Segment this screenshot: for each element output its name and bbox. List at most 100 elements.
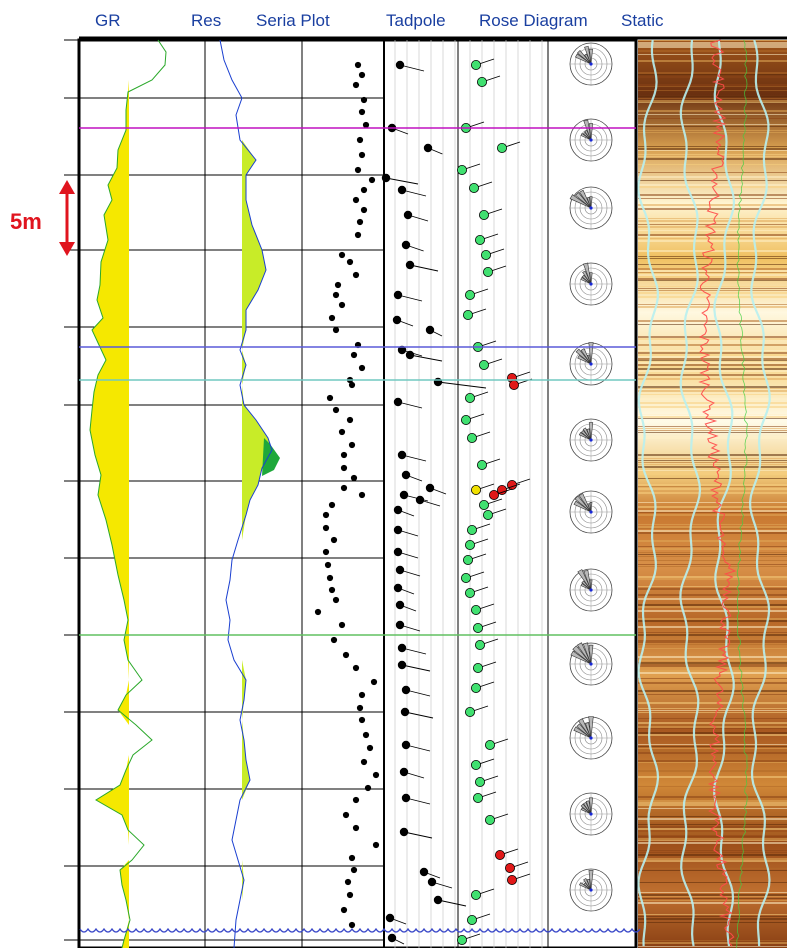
seria-plot-point <box>358 71 366 79</box>
tadpole-head <box>496 142 507 153</box>
tadpole-tail <box>385 177 419 185</box>
tadpole-head <box>466 525 477 536</box>
tadpole-head <box>419 867 429 877</box>
tadpole-head <box>405 350 415 360</box>
tadpole-head <box>397 345 407 355</box>
rose-diagram-track <box>569 42 613 912</box>
seria-plot-point <box>342 811 350 819</box>
rose-petal <box>579 189 592 209</box>
tadpole-tail <box>404 711 434 719</box>
tadpole-head <box>401 470 411 480</box>
tadpole-head <box>401 740 411 750</box>
seria-plot-point <box>340 451 348 459</box>
rose-center <box>589 62 593 66</box>
seria-plot-point <box>346 891 354 899</box>
tadpole-head <box>468 182 479 193</box>
rose-petal <box>578 432 592 441</box>
rose-center <box>589 588 593 592</box>
rose-petal <box>583 877 592 891</box>
seria-plot-point <box>340 906 348 914</box>
rose-diagram <box>569 642 613 686</box>
seria-plot-point <box>346 416 354 424</box>
seria-plot-point <box>340 464 348 472</box>
rose-petal <box>574 495 592 513</box>
rose-diagram <box>569 568 613 612</box>
rose-petal <box>573 500 592 513</box>
tadpole-head <box>464 588 475 599</box>
tadpole-head <box>456 935 467 946</box>
rose-center <box>589 736 593 740</box>
tadpole-head <box>462 309 473 320</box>
tadpole-head <box>470 484 481 495</box>
tadpole-head <box>423 143 433 153</box>
rose-center <box>589 438 593 442</box>
rose-diagram <box>569 490 613 534</box>
tadpole-head <box>399 767 409 777</box>
seria-plot-point <box>332 596 340 604</box>
tadpole-head <box>381 173 391 183</box>
image-trace-cyan <box>679 39 702 947</box>
seria-plot-point <box>322 548 330 556</box>
seria-plot-point <box>326 574 334 582</box>
column-header-bar: GR Res Seria Plot Tadpole Rose Diagram S… <box>0 0 787 40</box>
seria-plot-point <box>362 731 370 739</box>
tadpole-head <box>474 777 485 788</box>
gr-fill <box>90 40 129 948</box>
column-title-seria-plot: Seria Plot <box>256 11 330 30</box>
rose-petal <box>578 882 592 891</box>
seria-plot-point <box>332 326 340 334</box>
rose-petal <box>576 723 592 739</box>
static-image-traces <box>637 39 771 948</box>
rose-petal <box>583 569 592 591</box>
column-title-tadpole: Tadpole <box>386 11 446 30</box>
seria-plot-point <box>352 196 360 204</box>
rose-petal <box>578 492 592 513</box>
res-peak-fill <box>262 438 280 476</box>
tadpole-head <box>401 685 411 695</box>
rose-petal <box>576 49 592 65</box>
rose-petal <box>572 645 592 665</box>
rose-petal <box>578 718 592 739</box>
seria-plot-point <box>348 854 356 862</box>
tadpole-head <box>464 707 475 718</box>
seria-plot-point <box>340 484 348 492</box>
res-fill <box>242 40 272 948</box>
seria-plot-points <box>314 61 380 929</box>
tadpole-head <box>433 377 443 387</box>
rose-petal <box>582 270 592 285</box>
seria-plot-point <box>346 258 354 266</box>
tadpole-tail <box>409 354 443 362</box>
tadpole-head <box>397 660 407 670</box>
rose-diagram <box>569 792 613 836</box>
seria-plot-point <box>338 251 346 259</box>
tadpole-head <box>482 509 493 520</box>
rose-petal <box>582 262 592 285</box>
seria-plot-point <box>358 691 366 699</box>
tadpole-head <box>472 623 483 634</box>
rose-petal <box>588 422 594 441</box>
tadpole-head <box>464 289 475 300</box>
tadpole-head <box>425 483 435 493</box>
rose-center <box>589 888 593 892</box>
seria-plot-point <box>352 796 360 804</box>
tadpole-head <box>504 863 515 874</box>
tadpole-head <box>494 850 505 861</box>
tadpole-head <box>385 913 395 923</box>
tadpole-head <box>496 484 507 495</box>
tadpole-head <box>466 915 477 926</box>
tadpole-head <box>393 583 403 593</box>
rose-petal <box>573 726 592 739</box>
seria-plot-point <box>354 166 362 174</box>
seria-plot-point <box>348 921 356 929</box>
tadpole-head <box>405 260 415 270</box>
rose-petal <box>575 192 592 209</box>
seria-plot-point <box>348 441 356 449</box>
tadpole-head <box>401 793 411 803</box>
horizon-markers <box>79 127 636 636</box>
rose-petal <box>584 722 592 739</box>
tadpole-head <box>400 707 410 717</box>
rose-petal <box>577 569 592 591</box>
tadpole-tail <box>437 899 467 907</box>
rose-petal <box>580 133 592 141</box>
